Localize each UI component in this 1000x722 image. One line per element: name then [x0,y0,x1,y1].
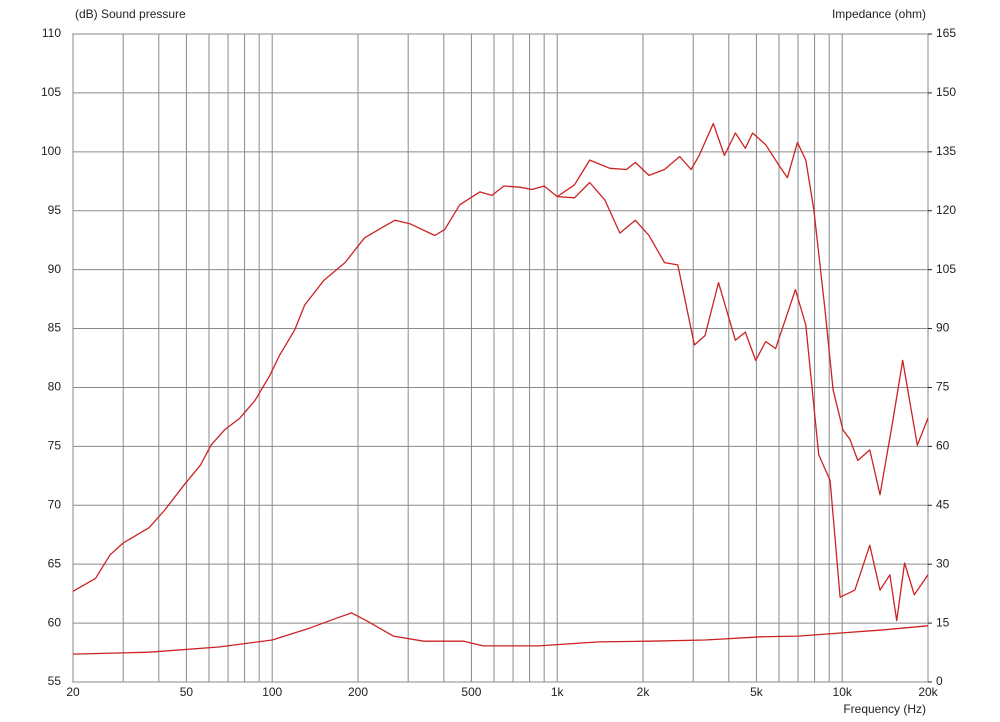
y2-axis-label: Impedance (ohm) [832,7,926,21]
y-tick-label: 95 [48,203,62,217]
x-axis-label: Frequency (Hz) [843,702,926,716]
y2-tick-label: 105 [936,262,956,276]
series-line [72,612,929,655]
y-tick-label: 80 [48,380,62,394]
y-tick-label: 75 [48,439,62,453]
y2-tick-label: 60 [936,439,950,453]
x-tick-label: 10k [833,685,853,699]
y2-tick-label: 90 [936,321,950,335]
x-tick-label: 100 [262,685,282,699]
x-tick-label: 1k [551,685,565,699]
y-tick-label: 85 [48,321,62,335]
plot-frame [72,33,929,683]
series-line [556,122,929,496]
y-tick-label: 60 [48,615,62,629]
x-tick-label: 200 [348,685,368,699]
y-tick-label: 55 [48,674,62,688]
x-tick-label: 500 [461,685,481,699]
y-tick-label: 70 [48,497,62,511]
y2-tick-label: 120 [936,203,956,217]
y-tick-label: 110 [42,26,61,40]
y2-tick-label: 75 [936,380,950,394]
y2-tick-label: 165 [936,26,956,40]
y2-tick-label: 135 [936,144,956,158]
y-tick-label: 105 [41,85,61,99]
y-tick-label: 100 [41,144,61,158]
y2-tick-label: 150 [936,85,956,99]
x-tick-label: 2k [637,685,651,699]
y2-tick-label: 45 [936,497,950,511]
y-axis-label: (dB) Sound pressure [75,7,186,21]
x-tick-label: 20k [918,685,938,699]
series-line [72,181,929,622]
y2-tick-label: 0 [936,674,943,688]
y2-tick-label: 30 [936,556,950,570]
y-tick-label: 90 [48,262,62,276]
x-tick-label: 5k [750,685,764,699]
x-tick-label: 20 [66,685,80,699]
y-tick-label: 65 [48,556,62,570]
x-tick-label: 50 [180,685,194,699]
y2-tick-label: 15 [936,615,950,629]
